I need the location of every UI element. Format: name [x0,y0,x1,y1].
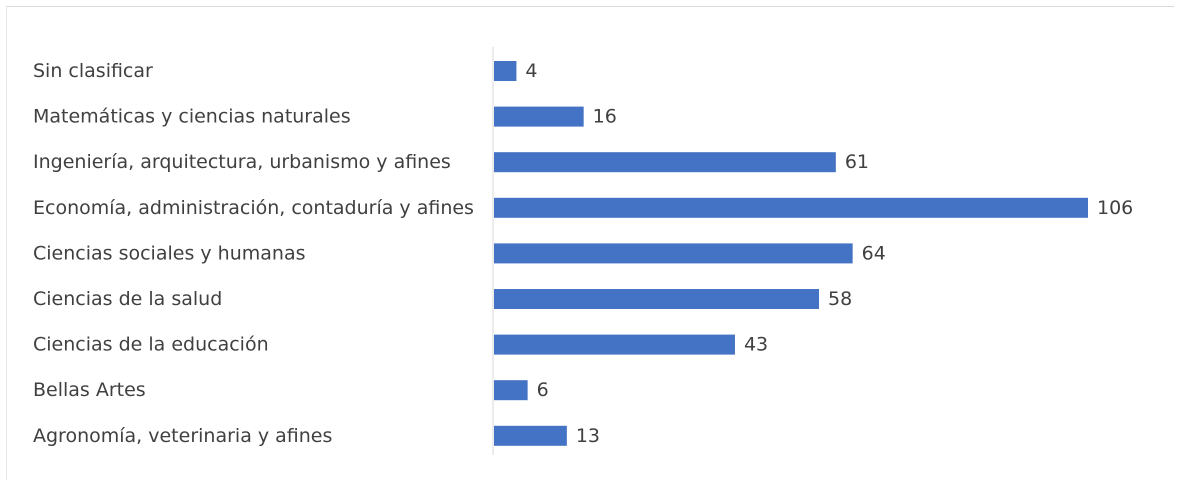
bar [494,334,735,355]
bar [494,380,528,401]
category-label: Bellas Artes [33,379,146,401]
chart-frame [6,6,1174,480]
bar [494,243,853,264]
data-label: 13 [576,425,600,447]
data-label: 16 [593,106,617,128]
category-label: Ingeniería, arquitectura, urbanismo y af… [33,151,451,173]
bar [494,152,836,173]
bar [494,106,584,127]
bar [494,61,517,81]
category-label: Agronomía, veterinaria y afines [33,425,332,447]
category-label: Economía, administración, contaduría y a… [33,197,474,219]
data-label: 64 [862,242,886,264]
bar [494,197,1088,218]
data-label: 58 [828,288,852,310]
category-label: Ciencias sociales y humanas [33,242,306,264]
data-label: 4 [525,60,537,82]
bar [494,289,820,309]
category-label: Ciencias de la salud [33,288,222,310]
data-label: 61 [845,151,869,173]
data-label: 6 [537,379,549,401]
data-label: 43 [744,334,768,356]
category-label: Ciencias de la educación [33,334,269,356]
category-label: Sin clasificar [33,60,153,82]
category-label: Matemáticas y ciencias naturales [33,106,351,128]
bar [494,425,567,446]
chart-marks: Sin clasificar 4 Matemáticas y ciencias na… [33,60,1133,447]
data-label: 106 [1097,197,1133,219]
